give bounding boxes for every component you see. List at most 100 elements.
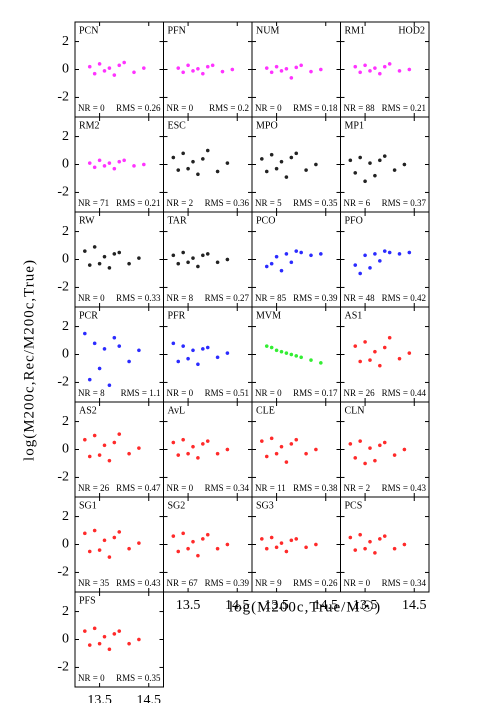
panel-title: CLN	[345, 405, 365, 416]
nr-label: NR = 26	[78, 483, 110, 493]
panel-title: PFO	[345, 215, 363, 226]
x-tick-label: 14.5	[402, 598, 427, 613]
point	[387, 335, 392, 340]
point	[186, 260, 190, 265]
panel-title: AS1	[345, 310, 363, 321]
point	[102, 538, 107, 543]
point	[102, 69, 107, 73]
point	[314, 162, 318, 167]
rms-label: RMS = 0.36	[205, 198, 250, 208]
point	[127, 641, 131, 646]
point	[368, 69, 372, 73]
point	[205, 345, 210, 350]
panel-title: AvL	[168, 405, 186, 416]
point	[274, 254, 279, 259]
point	[358, 439, 363, 443]
point	[225, 161, 230, 165]
point	[186, 546, 190, 551]
point	[377, 259, 382, 263]
panel-title: MP1	[345, 120, 364, 131]
point	[304, 168, 308, 172]
point	[92, 165, 97, 170]
point	[299, 250, 304, 255]
point	[294, 249, 299, 253]
panel-title: TAR	[168, 215, 188, 226]
point	[402, 542, 407, 547]
point	[97, 641, 102, 646]
rms-label: RMS = 0.47	[116, 483, 161, 493]
point	[377, 71, 382, 76]
point	[225, 542, 230, 547]
x-tick-label: 14.5	[137, 693, 162, 703]
nr-label: NR = 0	[78, 293, 105, 303]
point	[284, 351, 289, 355]
x-axis-label: log(M200c,True/M☉)	[229, 599, 381, 615]
point	[289, 538, 294, 543]
point	[225, 351, 230, 355]
point	[377, 537, 382, 541]
point	[87, 549, 92, 554]
x-tick-label: 13.5	[87, 693, 112, 703]
nr-label: NR = 0	[344, 578, 371, 588]
point	[137, 256, 141, 260]
point	[82, 331, 87, 336]
rms-label: RMS = 0.21	[382, 103, 426, 113]
point	[112, 535, 117, 540]
nr-label: NR = 88	[344, 103, 376, 113]
point	[92, 71, 97, 76]
point	[264, 264, 269, 269]
point	[269, 345, 274, 350]
rms-label: RMS = 0.33	[116, 293, 161, 303]
point	[112, 252, 117, 256]
point	[402, 162, 407, 167]
y-tick-label: -2	[57, 565, 69, 580]
point	[200, 157, 205, 161]
point	[279, 159, 284, 164]
nr-label: NR = 0	[255, 388, 282, 398]
point	[117, 530, 122, 534]
panel-title: PFS	[79, 595, 96, 606]
point	[318, 252, 323, 256]
point	[279, 541, 284, 545]
panel-title: PFR	[168, 310, 186, 321]
point	[171, 341, 176, 346]
point	[107, 161, 112, 165]
point	[196, 456, 200, 460]
point	[176, 359, 181, 364]
point	[117, 344, 122, 348]
point	[407, 67, 412, 72]
point	[264, 344, 269, 348]
point	[112, 632, 117, 636]
panel-title: SG1	[79, 500, 97, 511]
point	[353, 548, 358, 552]
point	[259, 537, 264, 541]
point	[318, 67, 323, 72]
point	[373, 173, 377, 178]
point	[92, 341, 97, 346]
nr-label: NR = 0	[167, 483, 194, 493]
point	[284, 175, 289, 179]
point	[382, 534, 387, 538]
point	[171, 253, 176, 258]
point	[200, 537, 205, 541]
point	[274, 166, 279, 171]
point	[279, 444, 284, 449]
point	[230, 67, 235, 72]
nr-label: NR = 8	[78, 388, 105, 398]
rms-label: RMS = 0.51	[205, 388, 249, 398]
point	[294, 151, 299, 156]
y-tick-label: -2	[57, 660, 69, 675]
point	[127, 359, 131, 364]
point	[407, 250, 412, 255]
point	[176, 66, 181, 70]
rms-label: RMS = 0.34	[382, 578, 427, 588]
point	[87, 377, 92, 382]
point	[284, 252, 289, 256]
point	[141, 162, 146, 167]
rms-label: RMS = 0.17	[293, 388, 338, 398]
point	[279, 349, 284, 354]
point	[368, 266, 372, 270]
point	[107, 66, 112, 70]
point	[264, 66, 269, 70]
point	[171, 155, 176, 160]
